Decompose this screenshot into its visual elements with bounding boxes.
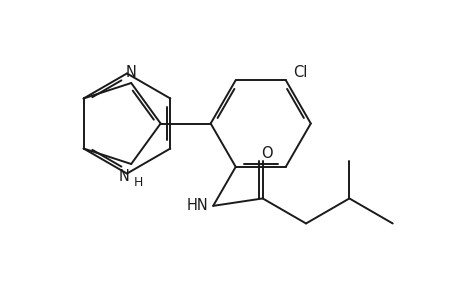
Text: Cl: Cl (292, 64, 307, 80)
Text: HN: HN (186, 198, 208, 213)
Text: N: N (118, 169, 129, 184)
Text: H: H (134, 176, 143, 189)
Text: N: N (125, 65, 136, 80)
Text: O: O (261, 146, 273, 161)
